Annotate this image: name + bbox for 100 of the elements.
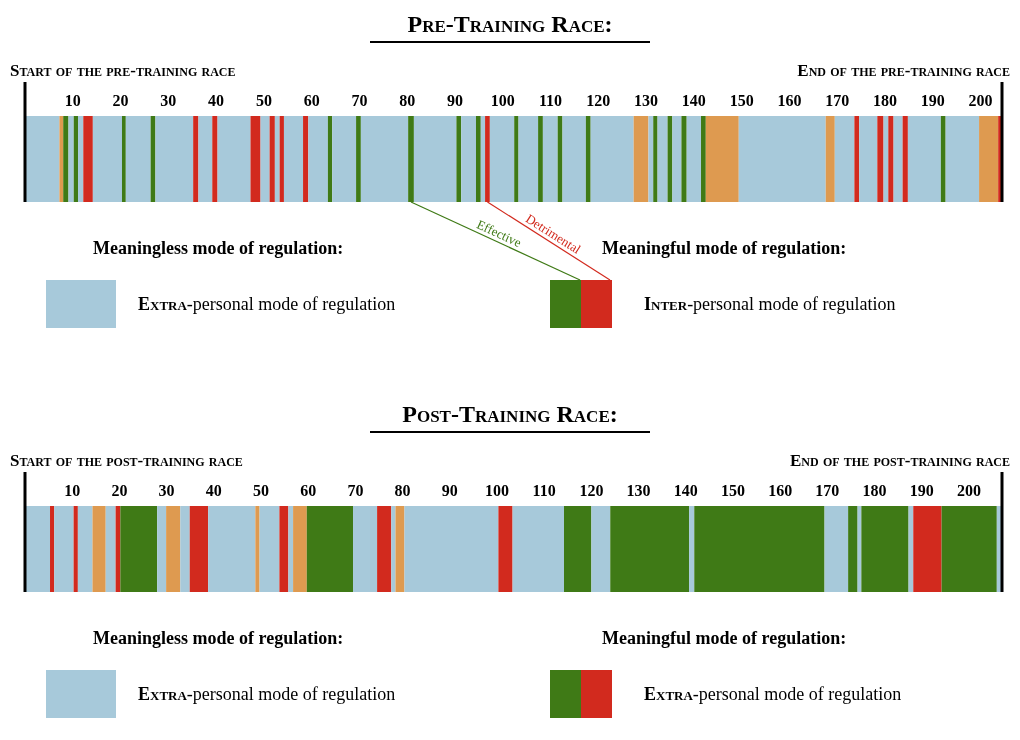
bar [591, 506, 611, 592]
x-tick-label: 100 [484, 482, 509, 499]
bar [518, 116, 539, 202]
x-tick-label: 80 [399, 92, 416, 109]
bar [461, 116, 476, 202]
bar [303, 116, 309, 202]
bar [672, 116, 682, 202]
bar [538, 116, 543, 202]
bar [585, 116, 591, 202]
x-tick-label: 60 [300, 482, 317, 499]
bar [648, 116, 654, 202]
bar [859, 116, 878, 202]
bar [157, 506, 167, 592]
bar [945, 116, 980, 202]
x-tick-label: 90 [446, 92, 463, 109]
bar [877, 116, 884, 202]
bar [217, 116, 251, 202]
bar [288, 506, 294, 592]
bar [293, 506, 307, 592]
bar [610, 506, 690, 592]
x-tick-label: 50 [252, 482, 269, 499]
bar [250, 116, 261, 202]
text: Start of the pre-training race [10, 61, 236, 80]
text: Extra-personal mode of regulation [138, 684, 396, 704]
x-tick-label: 40 [208, 92, 225, 109]
x-tick-label: 200 [968, 92, 993, 109]
bar [77, 506, 93, 592]
text: End of the pre-training race [797, 61, 1010, 80]
bar [189, 506, 209, 592]
x-tick-label: 50 [255, 92, 272, 109]
bar [208, 506, 256, 592]
x-tick-label: 110 [538, 92, 563, 109]
bar [590, 116, 634, 202]
x-tick-label: 30 [158, 482, 175, 499]
bar [562, 116, 586, 202]
bar [686, 116, 702, 202]
text: Extra-personal mode of regulation [644, 684, 902, 704]
x-tick-label: 20 [112, 92, 129, 109]
x-tick-label: 70 [347, 482, 364, 499]
bar [92, 506, 106, 592]
bar [255, 506, 260, 592]
bar [377, 506, 392, 592]
bar [73, 116, 79, 202]
x-tick-label: 10 [64, 482, 81, 499]
bar [193, 116, 199, 202]
bar [166, 506, 181, 592]
bar [279, 116, 284, 202]
bar [212, 116, 218, 202]
x-tick-label: 40 [205, 482, 222, 499]
bar [907, 116, 941, 202]
bar [653, 116, 658, 202]
bar [259, 506, 280, 592]
bar [861, 506, 909, 592]
bar [564, 506, 592, 592]
bar [260, 116, 270, 202]
x-tick-label: 110 [532, 482, 556, 499]
bar [941, 506, 997, 592]
bar [180, 506, 190, 592]
x-tick-label: 140 [681, 92, 706, 109]
bar [121, 116, 126, 202]
x-tick-label: 60 [303, 92, 320, 109]
bar [279, 506, 289, 592]
bar [913, 506, 942, 592]
bar [332, 116, 357, 202]
x-tick-label: 120 [579, 482, 604, 499]
x-tick-label: 150 [720, 482, 745, 499]
bar [391, 506, 396, 592]
text: Start of the post-training race [10, 451, 243, 470]
x-tick-label: 160 [777, 92, 802, 109]
bar [408, 116, 414, 202]
bar [888, 116, 894, 202]
bar [327, 116, 333, 202]
bar [68, 116, 74, 202]
bar [353, 506, 378, 592]
x-tick-label: 10 [64, 92, 81, 109]
bar [269, 116, 275, 202]
x-tick-label: 180 [862, 482, 887, 499]
bar [834, 116, 855, 202]
text: Extra-personal mode of regulation [138, 294, 396, 314]
bar [456, 116, 462, 202]
bar [63, 116, 69, 202]
bar [694, 506, 825, 592]
bar [78, 116, 84, 202]
chart-title: Post-Training Race: [402, 401, 618, 427]
bar [25, 506, 51, 592]
bar [979, 116, 999, 202]
bar [705, 116, 739, 202]
x-tick-label: 120 [586, 92, 611, 109]
bar [514, 116, 519, 202]
bar [489, 116, 515, 202]
x-tick-label: 100 [490, 92, 515, 109]
x-tick-label: 70 [351, 92, 368, 109]
text: Meaningful mode of regulation: [602, 238, 847, 258]
bar [738, 116, 826, 202]
bar [657, 116, 668, 202]
bar [59, 116, 64, 202]
text: Inter-personal mode of regulation [644, 294, 896, 314]
bar [73, 506, 78, 592]
bar [404, 506, 499, 592]
x-tick-label: 180 [872, 92, 897, 109]
